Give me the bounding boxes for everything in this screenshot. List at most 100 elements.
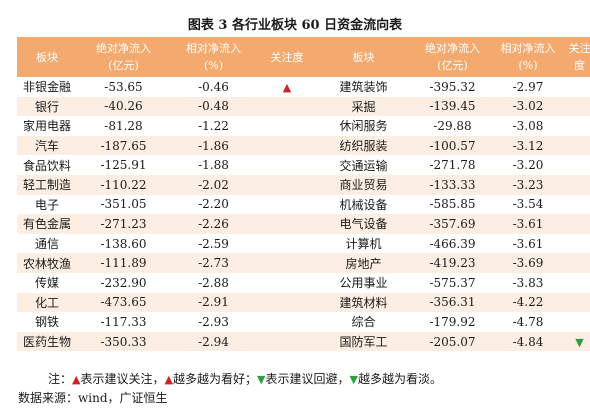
cell-rel-flow: -3.61	[495, 214, 561, 234]
up-arrow-icon: ▲	[164, 373, 173, 386]
cell-sector: 采掘	[317, 96, 410, 117]
cell-rel-flow: -2.02	[170, 174, 257, 195]
cell-rel-flow: -3.23	[495, 174, 561, 195]
cell-rel-flow: -2.93	[198, 314, 229, 329]
cell-abs-flow: -271.23	[77, 214, 170, 234]
cell-attention	[561, 273, 590, 293]
header-abs-flow-right: 绝对净流入 (亿元)	[410, 37, 495, 77]
table-row: 电子 -351.05 -2.20 机械设备 -585.85 -3.54	[17, 195, 590, 215]
cell-attention	[561, 312, 590, 332]
cell-attention	[257, 135, 317, 156]
header-sector-right: 板块	[317, 37, 410, 77]
table-row: 有色金属 -271.23 -2.26 电气设备 -357.69 -3.61	[17, 214, 590, 234]
cell-abs-flow: -29.88	[433, 118, 472, 133]
table-header-row: 板块 绝对净流入 (亿元) 相对净流入 (%) 关注度 板块 绝对净流入 (亿元) 相…	[17, 37, 590, 77]
note-down-text1: 表示建议回避，	[265, 372, 350, 386]
cell-rel-flow: -3.08	[512, 118, 544, 133]
cell-attention: ▼	[561, 331, 590, 352]
cell-rel-flow: -0.48	[170, 96, 257, 117]
cell-rel-flow: -2.88	[198, 275, 229, 290]
cell-sector: 电子	[34, 197, 59, 212]
cell-rel-flow: -2.97	[512, 79, 544, 94]
cell-sector: 非银金融	[22, 80, 71, 95]
cell-sector: 公用事业	[339, 276, 388, 291]
header-rel-flow-left: 相对净流入 (%)	[170, 37, 257, 77]
note-down-text2: 越多越为看淡。	[357, 372, 442, 386]
cell-sector: 化工	[17, 292, 77, 313]
cell-attention	[561, 116, 590, 136]
cell-attention	[257, 292, 317, 313]
cell-abs-flow: -133.33	[410, 174, 495, 195]
cell-attention	[257, 214, 317, 234]
cell-rel-flow: -4.78	[512, 314, 544, 329]
cell-abs-flow: -117.33	[100, 314, 147, 329]
figure-title: 图表 3 各行业板块 60 日资金流向表	[187, 18, 403, 33]
cell-sector: 食品饮料	[22, 158, 71, 173]
cell-rel-flow: -3.69	[495, 253, 561, 273]
cell-rel-flow: -2.94	[170, 331, 257, 352]
header-sector-left: 板块	[17, 37, 77, 77]
cell-abs-flow: -139.45	[410, 96, 495, 117]
cell-rel-flow: -3.20	[512, 158, 544, 173]
table-row: 银行 -40.26 -0.48 采掘 -139.45 -3.02	[17, 96, 590, 117]
cell-rel-flow: -2.20	[198, 197, 229, 212]
cell-sector: 电气设备	[317, 214, 410, 234]
cell-attention	[257, 195, 317, 215]
header-attention-left: 关注度	[257, 37, 317, 77]
table-row: 传媒 -232.90 -2.88 公用事业 -575.37 -3.83	[17, 273, 590, 293]
cell-abs-flow: -205.07	[410, 331, 495, 352]
table-row: 家用电器 -81.28 -1.22 休闲服务 -29.88 -3.08	[17, 116, 590, 136]
table-row: 通信 -138.60 -2.59 计算机 -466.39 -3.61	[17, 234, 590, 254]
cell-sector: 银行	[17, 96, 77, 117]
cell-rel-flow: -3.54	[512, 197, 544, 212]
cell-rel-flow: -2.73	[170, 253, 257, 273]
table-row: 医药生物 -350.33 -2.94 国防军工 -205.07 -4.84 ▼	[17, 331, 590, 352]
cell-attention	[561, 96, 590, 117]
up-arrow-icon: ▲	[282, 80, 292, 94]
cell-attention: ▲	[257, 77, 317, 97]
cell-sector: 轻工制造	[17, 174, 77, 195]
cell-sector: 汽车	[17, 135, 77, 156]
cell-rel-flow: -3.83	[512, 275, 544, 290]
cell-abs-flow: -350.33	[77, 331, 170, 352]
cell-attention	[257, 96, 317, 117]
down-arrow-icon: ▼	[256, 373, 266, 386]
down-arrow-icon: ▼	[349, 373, 358, 386]
fund-flow-table: 板块 绝对净流入 (亿元) 相对净流入 (%) 关注度 板块 绝对净流入 (亿元) 相…	[17, 37, 590, 352]
cell-sector: 建筑装饰	[339, 80, 388, 95]
cell-attention	[257, 253, 317, 273]
cell-sector: 传媒	[34, 276, 59, 291]
cell-attention	[561, 155, 590, 175]
cell-attention	[257, 174, 317, 195]
note-up-text1: 表示建议关注，	[80, 372, 165, 386]
cell-sector: 交通运输	[339, 158, 388, 173]
cell-rel-flow: -2.26	[170, 214, 257, 234]
header-abs-flow-left: 绝对净流入 (亿元)	[77, 37, 170, 77]
cell-abs-flow: -53.65	[104, 79, 143, 94]
cell-attention	[257, 155, 317, 175]
table-row: 汽车 -187.65 -1.86 纺织服装 -100.57 -3.12	[17, 135, 590, 156]
cell-sector: 农林牧渔	[17, 253, 77, 273]
cell-rel-flow: -3.02	[495, 96, 561, 117]
table-row: 化工 -473.65 -2.91 建筑材料 -356.31 -4.22	[17, 292, 590, 313]
cell-abs-flow: -473.65	[77, 292, 170, 313]
cell-attention	[561, 77, 590, 97]
note-up-text2: 越多越为看好；	[172, 372, 257, 386]
cell-abs-flow: -125.91	[100, 158, 147, 173]
cell-rel-flow: -4.22	[495, 292, 561, 313]
cell-attention	[257, 312, 317, 332]
cell-abs-flow: -419.23	[410, 253, 495, 273]
cell-sector: 国防军工	[317, 331, 410, 352]
cell-sector: 家用电器	[22, 119, 71, 134]
cell-rel-flow: -4.84	[495, 331, 561, 352]
cell-sector: 纺织服装	[317, 135, 410, 156]
cell-rel-flow: -3.12	[495, 135, 561, 156]
table-row: 非银金融 -53.65 -0.46 ▲ 建筑装饰 -395.32 -2.97	[17, 77, 590, 97]
cell-sector: 有色金属	[17, 214, 77, 234]
cell-sector: 通信	[34, 237, 59, 252]
header-rel-flow-right: 相对净流入 (%)	[495, 37, 561, 77]
header-attention-right: 关注度	[561, 37, 590, 77]
cell-abs-flow: -110.22	[77, 174, 170, 195]
cell-sector: 商业贸易	[317, 174, 410, 195]
